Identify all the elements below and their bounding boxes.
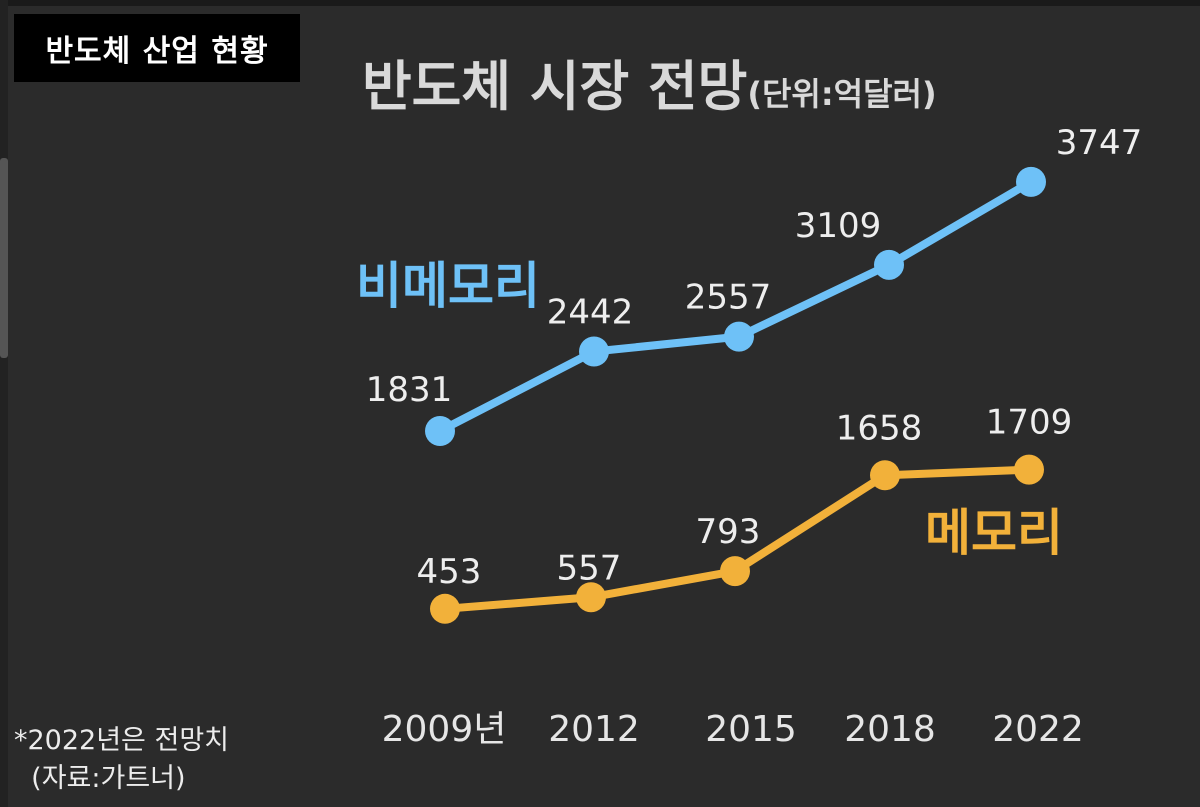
data-point (874, 249, 904, 280)
scrollbar-thumb[interactable] (0, 158, 8, 358)
section-tag: 반도체 산업 현황 (14, 14, 300, 82)
data-point (720, 556, 750, 587)
data-label: 557 (557, 548, 622, 588)
scrollbar[interactable] (0, 0, 8, 807)
data-point (425, 415, 455, 446)
data-label: 793 (696, 512, 761, 552)
x-tick-label: 2009년 (382, 709, 507, 750)
data-point (1014, 454, 1044, 485)
data-label: 453 (417, 552, 482, 592)
x-tick-label: 2015 (705, 709, 797, 750)
data-label: 3747 (1056, 123, 1143, 163)
data-point (870, 460, 900, 491)
data-label: 1831 (366, 370, 453, 410)
data-point (1016, 166, 1046, 197)
x-tick-label: 2018 (844, 709, 936, 750)
data-label: 1658 (836, 408, 923, 448)
chart-title-text: 반도체 시장 전망 (362, 55, 748, 118)
chart-unit: (단위:억달러) (747, 75, 937, 113)
data-point (579, 336, 609, 367)
x-tick-label: 2022 (992, 709, 1084, 750)
top-bar (0, 0, 1200, 6)
chart-title: 반도체 시장 전망(단위:억달러) (362, 42, 937, 121)
data-label: 2557 (685, 278, 772, 318)
series-label-non-memory: 비메모리 (356, 257, 540, 315)
data-label: 2442 (547, 293, 634, 333)
series-label-memory: 메모리 (925, 504, 1063, 562)
data-point (430, 593, 460, 624)
data-label: 3109 (795, 206, 882, 246)
x-tick-label: 2012 (548, 709, 640, 750)
footnote: *2022년은 전망치 (자료:가트너) (14, 725, 229, 794)
data-point (576, 582, 606, 613)
data-label: 1709 (986, 403, 1073, 443)
data-point (724, 321, 754, 352)
